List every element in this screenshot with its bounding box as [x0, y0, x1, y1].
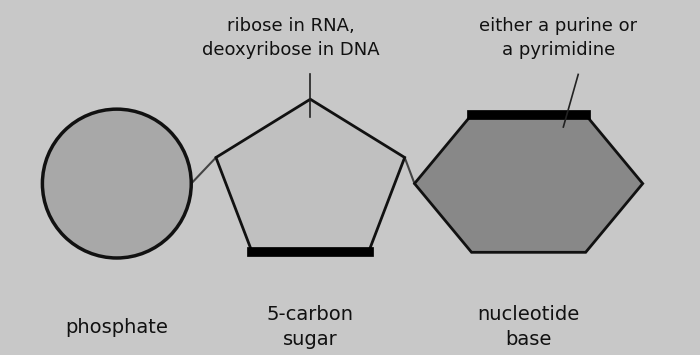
Ellipse shape — [43, 109, 191, 258]
Text: nucleotide
base: nucleotide base — [477, 305, 580, 349]
Polygon shape — [216, 99, 405, 252]
Text: ribose in RNA,
deoxyribose in DNA: ribose in RNA, deoxyribose in DNA — [202, 17, 379, 59]
Text: 5-carbon
sugar: 5-carbon sugar — [267, 305, 354, 349]
Polygon shape — [414, 115, 643, 252]
Text: phosphate: phosphate — [65, 318, 168, 337]
Text: either a purine or
a pyrimidine: either a purine or a pyrimidine — [480, 17, 638, 59]
